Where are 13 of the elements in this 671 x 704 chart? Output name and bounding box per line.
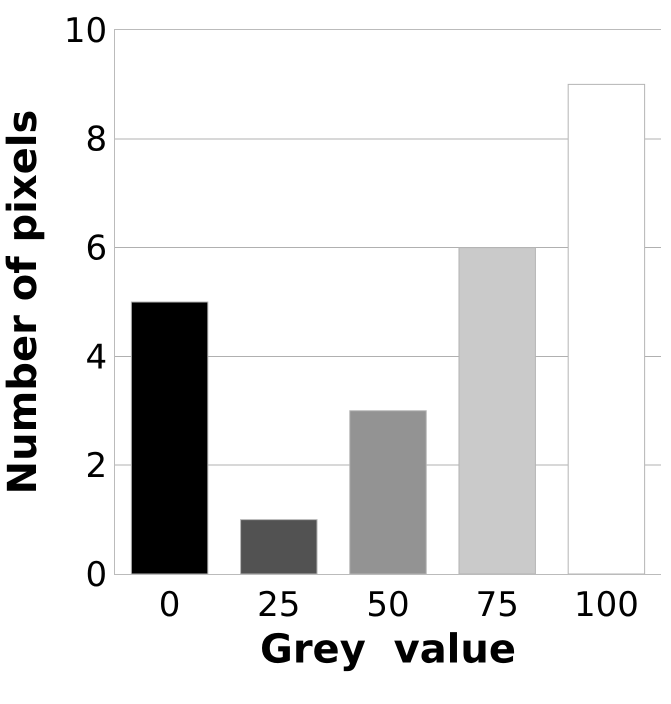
- y-tick-label: 2: [86, 446, 108, 486]
- x-tick-label: 50: [366, 584, 410, 625]
- x-axis-title: Grey value: [260, 626, 516, 672]
- x-tick-label: 100: [574, 584, 639, 625]
- y-tick-label: 6: [86, 228, 108, 268]
- y-tick-label: 10: [64, 10, 108, 51]
- y-tick-label: 0: [86, 554, 108, 595]
- x-tick-label: 25: [257, 584, 300, 625]
- x-tick-label: 0: [158, 584, 180, 625]
- y-axis-title: Number of pixels: [0, 110, 46, 494]
- y-tick-label: 4: [86, 337, 108, 378]
- x-tick-label: 75: [476, 584, 519, 625]
- y-tick-label: 8: [86, 120, 108, 160]
